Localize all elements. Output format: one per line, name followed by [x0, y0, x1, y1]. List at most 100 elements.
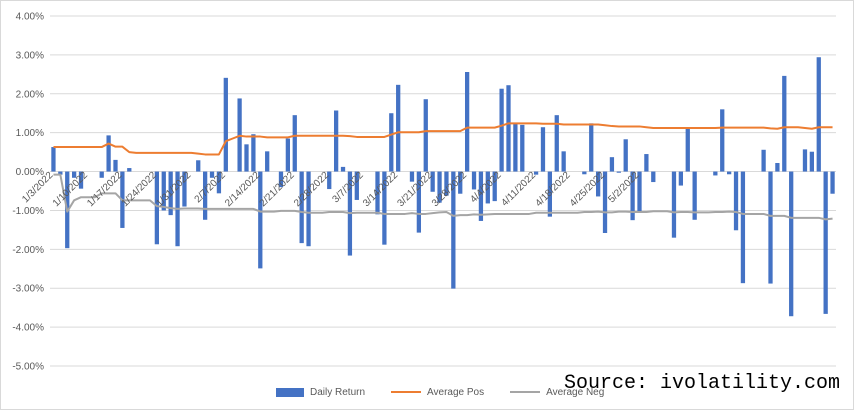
daily-return-bar: [71, 171, 77, 178]
daily-return-bar: [775, 163, 780, 172]
daily-return-bar: [513, 122, 518, 172]
daily-return-bar: [637, 171, 642, 212]
daily-return-bar: [58, 171, 63, 175]
daily-return-bar: [816, 57, 821, 172]
x-tick-label: 3/21/2022: [396, 170, 436, 210]
daily-return-bar: [789, 171, 794, 317]
daily-return-bar: [740, 171, 746, 284]
daily-return-bar: [464, 72, 470, 172]
daily-return-bar: [182, 171, 187, 207]
daily-return-bar: [333, 110, 339, 172]
daily-return-bar: [78, 171, 84, 189]
daily-return-bar: [733, 171, 739, 231]
x-tick-label: 1/17/2022: [85, 170, 125, 210]
daily-return-bar: [292, 115, 297, 172]
daily-return-bar: [251, 134, 256, 172]
legend-label-daily-return: Daily Return: [310, 386, 366, 398]
daily-return-bar: [265, 151, 270, 172]
x-tick-label: 4/18/2022: [533, 170, 573, 210]
daily-return-bar: [327, 171, 332, 190]
daily-return-bar: [216, 171, 222, 194]
legend-swatch-average-neg: [510, 391, 541, 393]
y-tick-label: 1.00%: [16, 128, 44, 139]
y-tick-label: 2.00%: [16, 89, 44, 100]
daily-return-bar: [209, 171, 215, 178]
y-tick-label: -1.00%: [12, 206, 44, 217]
daily-return-bar: [499, 88, 504, 172]
daily-return-bar: [382, 171, 387, 245]
daily-return-bar: [444, 171, 449, 196]
x-tick-label: 2/21/2022: [258, 170, 298, 210]
daily-return-bar: [678, 171, 684, 186]
daily-return-bar: [258, 171, 263, 269]
daily-return-bar: [106, 135, 111, 172]
daily-return-bar: [540, 127, 546, 172]
y-tick-label: -2.00%: [12, 245, 44, 256]
daily-return-bar: [396, 84, 401, 172]
average-lines: [53, 122, 833, 221]
daily-return-bar: [154, 171, 160, 245]
daily-return-bar: [492, 171, 497, 202]
daily-return-bar: [692, 171, 697, 220]
x-tick-label: 4/11/2022: [499, 170, 538, 209]
legend-item-daily-return: Daily Return: [276, 387, 365, 398]
daily-return-bar: [595, 171, 601, 197]
daily-return-bar: [409, 171, 415, 182]
daily-return-bar: [430, 171, 435, 192]
daily-return-bar: [761, 149, 766, 172]
daily-return-bar: [823, 171, 828, 314]
daily-return-bar: [389, 113, 394, 172]
daily-return-bar: [602, 171, 608, 233]
y-axis-ticks: 4.00% 3.00% 2.00% 1.00% 0.00% -1.00% -2.00% -3.…: [12, 12, 44, 373]
daily-return-bar: [802, 149, 808, 172]
daily-return-bar: [830, 171, 835, 194]
legend-swatch-average-pos: [391, 391, 422, 393]
daily-return-bar: [375, 171, 380, 215]
daily-return-bar: [285, 138, 291, 172]
x-tick-label: 5/2/2022: [606, 170, 642, 206]
legend-label-average-pos: Average Pos: [427, 386, 485, 398]
legend-item-average-neg: Average Neg: [510, 387, 604, 398]
x-tick-label: 2/14/2022: [223, 170, 263, 210]
legend: Daily Return Average Pos Average Neg: [276, 384, 630, 400]
x-tick-label: 3/28/2022: [430, 170, 470, 210]
daily-return-bar: [127, 168, 132, 172]
daily-return-bar: [202, 171, 208, 220]
daily-return-bar: [589, 123, 594, 172]
y-tick-label: -5.00%: [12, 362, 44, 373]
legend-swatch-daily-return: [276, 387, 304, 397]
daily-return-bar: [161, 171, 166, 211]
daily-return-bar: [423, 99, 428, 172]
daily-return-bar: [51, 147, 56, 172]
daily-return-bar: [485, 171, 490, 204]
gridlines: [50, 15, 836, 367]
daily-return-bar: [99, 171, 104, 178]
daily-return-bar: [768, 171, 773, 284]
source-credit: Source: ivolatility.com: [563, 372, 840, 395]
daily-return-bar: [809, 151, 815, 172]
daily-return-bar: [713, 171, 718, 176]
daily-return-bar: [685, 128, 690, 172]
daily-return-bar: [299, 171, 304, 244]
y-tick-label: -3.00%: [12, 284, 44, 295]
daily-return-bar: [478, 171, 484, 221]
legend-item-average-pos: Average Pos: [391, 387, 484, 398]
daily-return-bar: [609, 157, 615, 172]
daily-return-bar: [306, 171, 311, 247]
daily-return-bar: [520, 124, 525, 172]
daily-return-bar: [506, 85, 511, 172]
daily-return-bar: [616, 171, 621, 173]
daily-return-bar: [561, 151, 566, 172]
daily-return-bar: [223, 77, 228, 172]
daily-return-bar: [416, 171, 422, 233]
daily-return-bar: [113, 159, 118, 172]
daily-return-bar: [630, 171, 635, 221]
legend-label-average-neg: Average Neg: [546, 386, 605, 398]
daily-return-bar: [244, 144, 249, 172]
daily-return-bar: [196, 160, 201, 172]
daily-return-bar: [533, 171, 539, 175]
daily-return-bar: [582, 171, 587, 175]
daily-return-bar: [340, 166, 346, 172]
daily-return-bar: [651, 171, 656, 183]
